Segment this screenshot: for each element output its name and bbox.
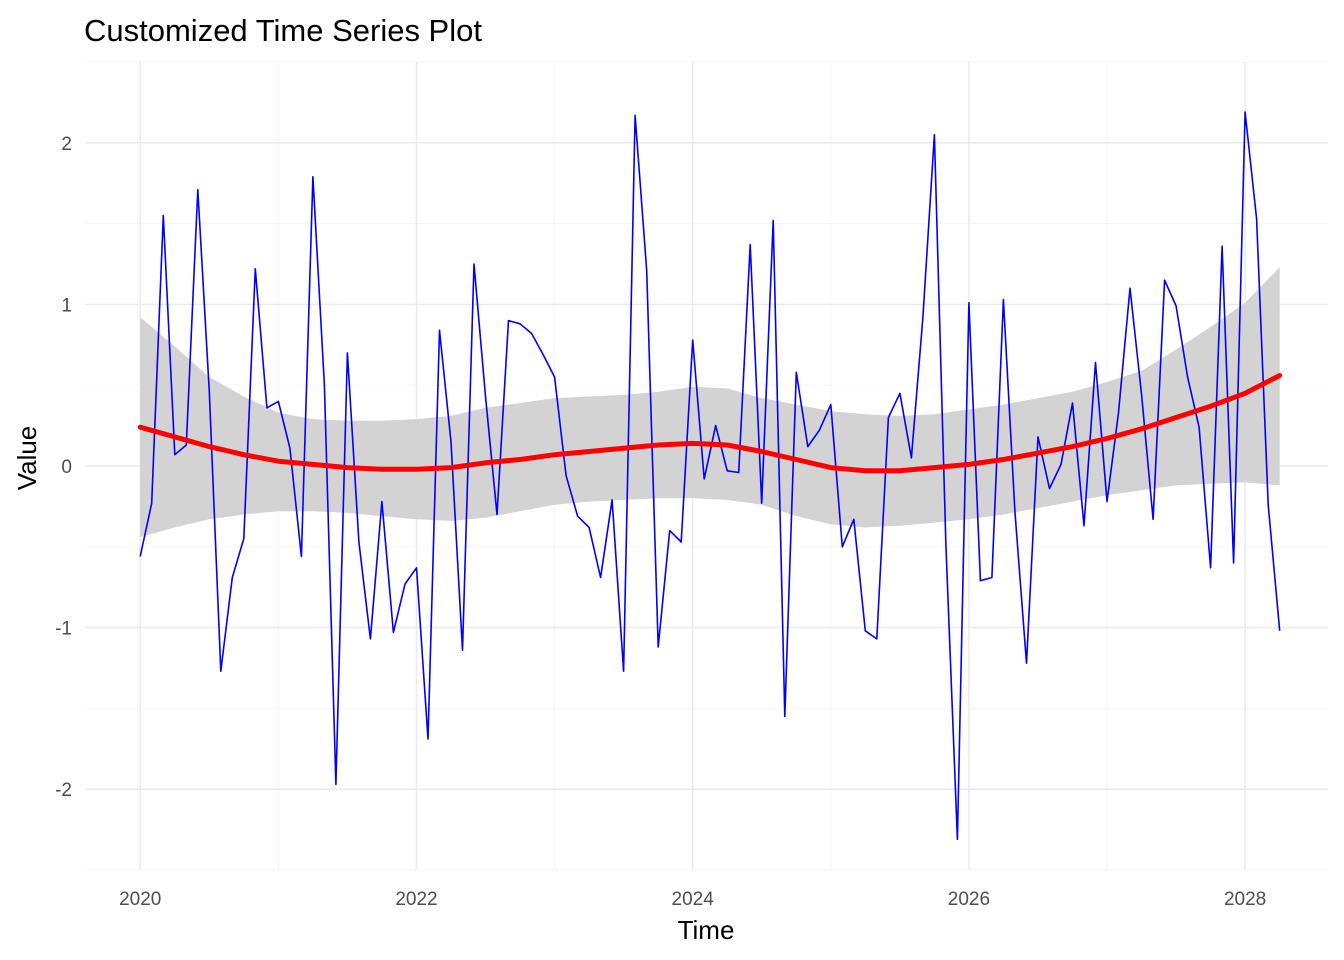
x-tick-label: 2020 [119,889,161,910]
x-tick-label: 2028 [1224,889,1266,910]
y-tick-label: 2 [61,134,72,155]
x-tick-label: 2026 [948,889,990,910]
y-tick-label: -2 [55,780,72,801]
chart-title: Customized Time Series Plot [84,13,482,48]
y-tick-label: -1 [55,619,72,640]
x-tick-label: 2024 [672,889,715,910]
confidence-band-layer [140,267,1280,538]
x-axis-title: Time [678,915,735,945]
smooth-trend-line [137,373,1283,474]
y-tick-labels: -2 -1 0 1 2 [55,134,72,801]
grid-minor [85,61,1328,871]
x-tick-labels: 2020 2022 2024 2026 2028 [119,889,1266,910]
smooth-line-layer [137,373,1283,474]
x-tick-label: 2022 [395,889,437,910]
y-axis-title: Value [12,426,42,491]
y-tick-label: 0 [61,457,72,478]
confidence-band [140,267,1280,538]
y-tick-label: 1 [61,295,72,316]
